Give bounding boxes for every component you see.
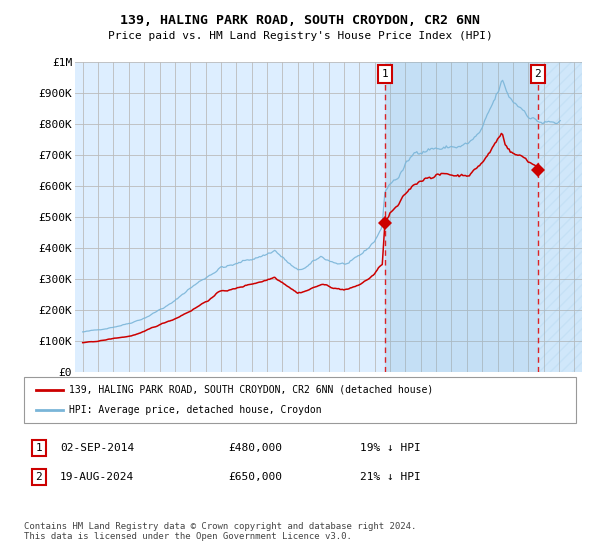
Text: 21% ↓ HPI: 21% ↓ HPI [360,472,421,482]
Text: 19-AUG-2024: 19-AUG-2024 [60,472,134,482]
Text: Contains HM Land Registry data © Crown copyright and database right 2024.
This d: Contains HM Land Registry data © Crown c… [24,522,416,542]
Text: 1: 1 [382,69,388,79]
Text: £650,000: £650,000 [228,472,282,482]
Text: 19% ↓ HPI: 19% ↓ HPI [360,443,421,453]
Text: 02-SEP-2014: 02-SEP-2014 [60,443,134,453]
Text: 2: 2 [35,472,43,482]
Text: 1: 1 [35,443,43,453]
Text: 139, HALING PARK ROAD, SOUTH CROYDON, CR2 6NN (detached house): 139, HALING PARK ROAD, SOUTH CROYDON, CR… [69,385,433,395]
Text: £480,000: £480,000 [228,443,282,453]
Text: HPI: Average price, detached house, Croydon: HPI: Average price, detached house, Croy… [69,405,322,415]
Text: Price paid vs. HM Land Registry's House Price Index (HPI): Price paid vs. HM Land Registry's House … [107,31,493,41]
Bar [385,62,538,372]
Text: 139, HALING PARK ROAD, SOUTH CROYDON, CR2 6NN: 139, HALING PARK ROAD, SOUTH CROYDON, CR… [120,14,480,27]
Text: 2: 2 [535,69,541,79]
Bar [538,62,582,372]
